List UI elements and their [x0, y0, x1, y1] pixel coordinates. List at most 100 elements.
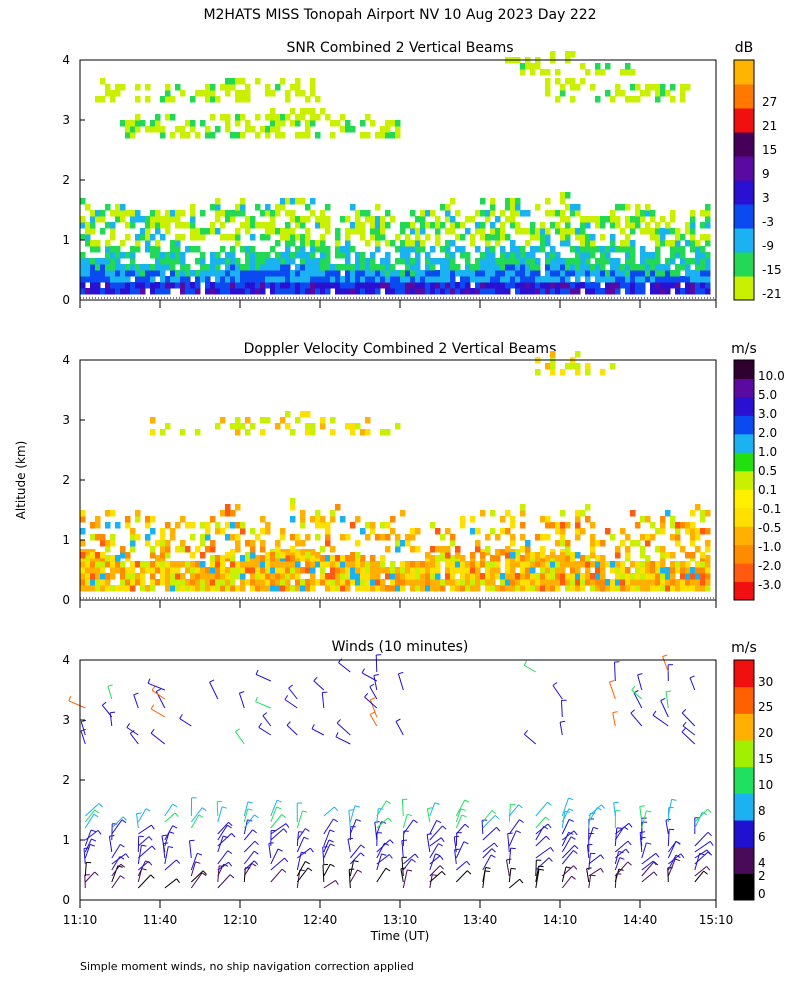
heatmap-cell [280, 270, 286, 277]
heatmap-cell [640, 228, 646, 235]
heatmap-cell [135, 246, 141, 253]
wind-barb [243, 801, 249, 817]
heatmap-cell [275, 423, 281, 430]
wind-barb [80, 730, 86, 745]
snr-panel: SNR Combined 2 Vertical Beams 0 1 2 3 4 [62, 40, 782, 308]
heatmap-cell [630, 96, 636, 103]
wind-barb-flag [150, 704, 155, 710]
heatmap-cell [395, 120, 401, 127]
wind-barb [665, 820, 669, 835]
heatmap-cell [295, 222, 301, 229]
wind-barb-flag [281, 814, 286, 819]
wind-barb-flag [223, 863, 229, 867]
heatmap-cell [120, 252, 126, 259]
heatmap-cell [620, 204, 626, 211]
heatmap-cell [80, 234, 86, 241]
wind-barb-flag [464, 799, 470, 803]
heatmap-cell [260, 417, 266, 424]
wind-barb-flag [145, 808, 151, 812]
heatmap-cell [625, 246, 631, 253]
heatmap-cell [580, 252, 586, 259]
wind-barb [682, 725, 696, 736]
wind-barb-flag [311, 724, 315, 730]
heatmap-cell [510, 567, 516, 574]
wind-barb [588, 867, 601, 877]
heatmap-cell [375, 246, 381, 253]
x-tick-label: 14:10 [543, 913, 578, 927]
heatmap-cell [640, 216, 646, 223]
heatmap-cell [200, 561, 206, 568]
heatmap-cell [315, 276, 321, 283]
heatmap-cell [160, 528, 166, 535]
heatmap-cell [705, 276, 711, 283]
wind-barb [270, 828, 284, 841]
wind-barb-flag [369, 711, 375, 716]
heatmap-cell [395, 288, 401, 295]
heatmap-cell [160, 546, 166, 553]
doppler-colorbar-label: -1.0 [758, 540, 781, 554]
heatmap-cell [440, 552, 446, 559]
heatmap-cell [290, 282, 296, 289]
heatmap-cell [485, 561, 491, 568]
heatmap-cell [540, 276, 546, 283]
heatmap-cell [700, 270, 706, 277]
heatmap-cell [370, 228, 376, 235]
wind-barb [535, 823, 549, 835]
heatmap-cell [260, 585, 266, 592]
heatmap-cell [170, 579, 176, 586]
heatmap-cell [625, 258, 631, 265]
heatmap-cell [600, 561, 606, 568]
heatmap-cell [205, 132, 211, 139]
heatmap-cell [165, 222, 171, 229]
heatmap-cell [635, 579, 641, 586]
heatmap-cell [205, 90, 211, 97]
heatmap-cell [260, 567, 266, 574]
heatmap-cell [380, 132, 386, 139]
heatmap-cell [225, 510, 231, 517]
heatmap-cell [385, 282, 391, 289]
heatmap-cell [155, 216, 161, 223]
heatmap-cell [335, 555, 341, 562]
heatmap-cell [315, 258, 321, 265]
heatmap-cell [340, 555, 346, 562]
heatmap-cell [575, 276, 581, 283]
heatmap-cell [560, 84, 566, 91]
heatmap-cell [630, 288, 636, 295]
heatmap-cell [150, 567, 156, 574]
wind-barb-flag [136, 812, 142, 815]
heatmap-cell [385, 276, 391, 283]
wind-barb-flag [413, 819, 418, 824]
heatmap-cell [235, 573, 241, 580]
heatmap-cell [625, 63, 631, 70]
heatmap-cell [675, 522, 681, 529]
heatmap-cell [135, 114, 141, 121]
heatmap-cell [605, 216, 611, 223]
winds-barbs [68, 654, 714, 889]
heatmap-cell [155, 222, 161, 229]
winds-colorbar-swatches [734, 660, 754, 901]
heatmap-cell [305, 567, 311, 574]
heatmap-cell [150, 573, 156, 580]
wind-barb [349, 860, 355, 877]
heatmap-cell [510, 210, 516, 217]
heatmap-cell [345, 555, 351, 562]
snr-colorbar-swatches [734, 60, 754, 301]
heatmap-cell [595, 573, 601, 580]
heatmap-cell [85, 276, 91, 283]
cb-snr-swatch [734, 204, 754, 229]
heatmap-cell [615, 546, 621, 553]
heatmap-cell [360, 228, 366, 235]
heatmap-cell [620, 276, 626, 283]
heatmap-cell [145, 240, 151, 247]
heatmap-cell [485, 258, 491, 265]
wind-barb [243, 819, 248, 835]
heatmap-cell [300, 411, 306, 418]
wind-barb [349, 852, 361, 865]
wind-barb [613, 802, 616, 817]
heatmap-cell [140, 561, 146, 568]
heatmap-cell [480, 552, 486, 559]
heatmap-cell [675, 270, 681, 277]
heatmap-cell [420, 270, 426, 277]
heatmap-cell [100, 552, 106, 559]
heatmap-cell [430, 276, 436, 283]
